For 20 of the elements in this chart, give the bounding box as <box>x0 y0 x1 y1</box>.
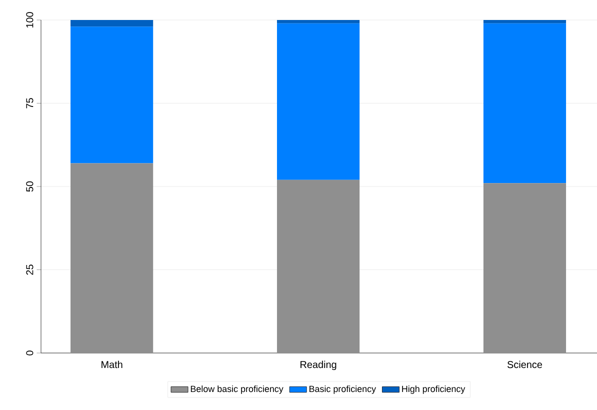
y-tick-label: 75 <box>26 98 34 108</box>
bar <box>70 26 154 164</box>
bar <box>70 163 154 353</box>
x-tick-label: Math <box>102 360 122 368</box>
bar <box>276 20 360 24</box>
y-tick-label: 25 <box>26 264 34 275</box>
x-tick-label: Reading <box>300 360 336 370</box>
y-tick-label: 0 <box>26 350 34 356</box>
bar <box>483 183 566 353</box>
bar <box>483 20 566 24</box>
bar <box>276 180 360 353</box>
bar <box>276 23 360 180</box>
legend-label: High proficiency <box>402 385 466 394</box>
bar <box>483 23 566 184</box>
bar <box>70 20 154 27</box>
legend-label: Below basic proficiency <box>190 385 284 394</box>
legend-label: Basic proficiency <box>310 385 376 394</box>
y-tick-label: 100 <box>26 12 34 28</box>
x-tick-label: Science <box>507 360 542 368</box>
y-tick-label: 50 <box>26 181 34 192</box>
